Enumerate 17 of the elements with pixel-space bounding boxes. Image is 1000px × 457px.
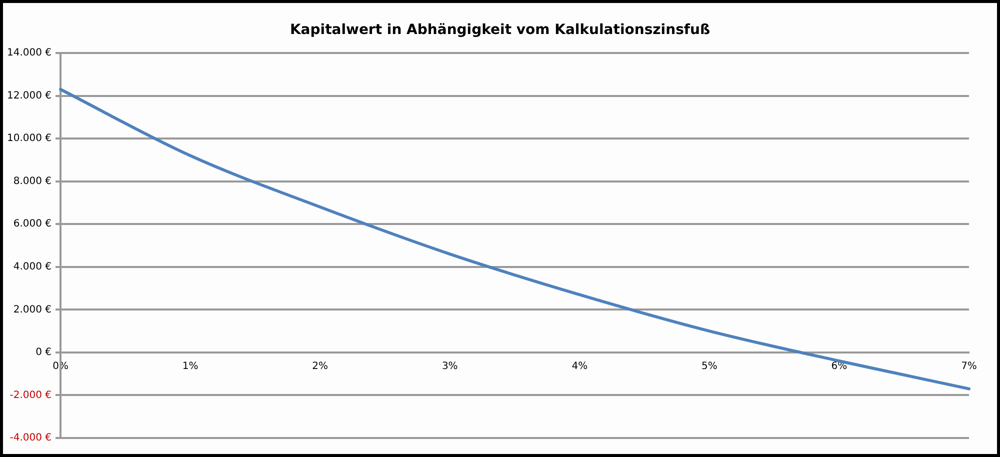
y-tick-label: 6.000 € [13, 218, 52, 230]
x-tick-label: 2% [312, 361, 328, 372]
y-tick-label: 4.000 € [13, 261, 52, 272]
y-tick-label: 2.000 € [13, 304, 52, 316]
y-tick-label: 8.000 € [13, 176, 52, 187]
chart-title: Kapitalwert in Abhängigkeit vom Kalkulationszinsfuß [288, 22, 712, 38]
x-tick-label: 1% [182, 361, 198, 372]
y-tick-label: 10.000 € [7, 133, 52, 144]
x-tick-label: 5% [702, 361, 718, 372]
x-tick-label: 4% [572, 361, 588, 372]
y-tick-label: -4.000 € [10, 432, 52, 444]
x-tick-label: 3% [442, 361, 458, 372]
x-tick-label: 7% [961, 361, 977, 372]
y-tick-label: 0 € [36, 347, 52, 358]
y-tick-label: -2.000 € [10, 390, 52, 401]
y-tick-label: 12.000 € [7, 90, 52, 102]
y-tick-label: 14.000 € [7, 48, 52, 59]
